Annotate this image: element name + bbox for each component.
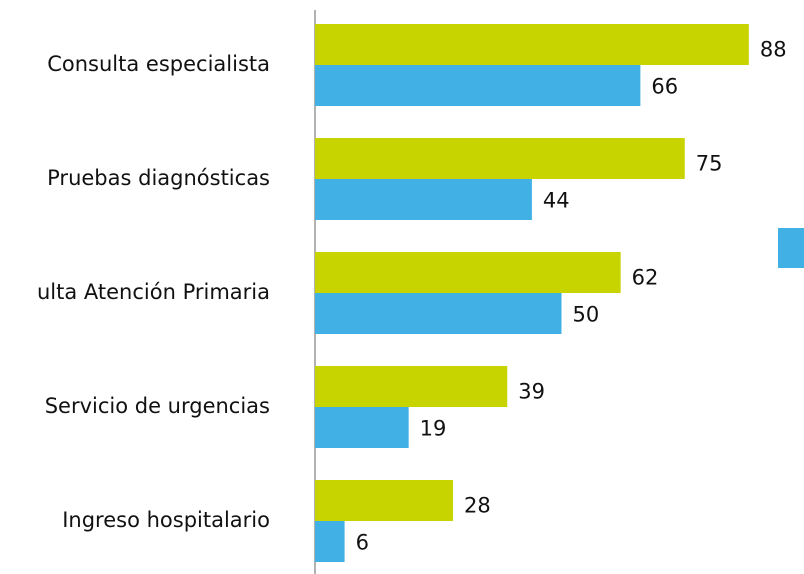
bar xyxy=(315,366,508,407)
value-label: 6 xyxy=(356,531,369,555)
category-label: Servicio de urgencias xyxy=(45,394,270,418)
bar xyxy=(315,138,685,179)
bar xyxy=(315,293,562,334)
legend-marker xyxy=(778,228,804,268)
bar xyxy=(315,252,621,293)
value-label: 50 xyxy=(573,303,600,327)
value-label: 39 xyxy=(518,380,545,404)
bar xyxy=(315,407,409,448)
bar xyxy=(315,179,532,220)
bar xyxy=(315,24,749,65)
value-label: 19 xyxy=(420,417,447,441)
value-label: 44 xyxy=(543,189,570,213)
value-label: 66 xyxy=(651,75,678,99)
value-label: 28 xyxy=(464,494,491,518)
value-label: 62 xyxy=(632,266,659,290)
category-label: Pruebas diagnósticas xyxy=(47,166,270,190)
category-label: Consulta especialista xyxy=(47,52,270,76)
value-label: 88 xyxy=(760,38,787,62)
bar xyxy=(315,65,641,106)
value-label: 75 xyxy=(696,152,723,176)
category-label: ulta Atención Primaria xyxy=(37,280,270,304)
bar xyxy=(315,480,454,521)
bar xyxy=(315,521,345,562)
category-label: Ingreso hospitalario xyxy=(62,508,270,532)
